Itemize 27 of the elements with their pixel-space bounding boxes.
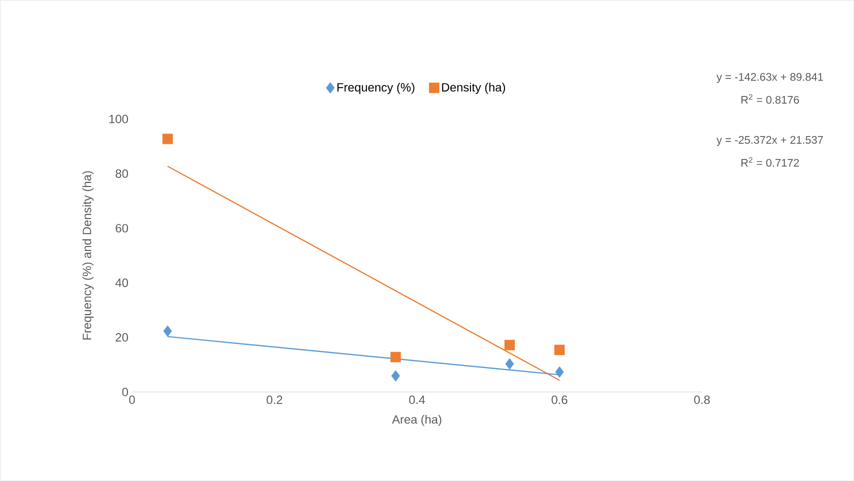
x-tick-label: 0.8 <box>694 396 710 404</box>
legend-label: Frequency (%) <box>337 82 414 94</box>
point <box>505 358 514 370</box>
y-tick-label: 100 <box>109 114 128 124</box>
text: R$^{2}$ = 0.8176 <box>741 94 799 104</box>
text: y = -142.63x + 89.841 <box>716 73 823 83</box>
y-tick-label: 60 <box>116 224 128 232</box>
point <box>163 325 172 337</box>
point <box>554 344 565 356</box>
point <box>555 366 564 378</box>
y-axis-title: Frequency (%) and Density (ha) <box>82 171 94 340</box>
x-axis-title: Area (ha) <box>392 414 442 426</box>
y-tick-label: 20 <box>116 333 128 342</box>
text: R$^{2}$ = 0.7172 <box>741 157 799 167</box>
point <box>390 352 401 362</box>
legend-label: Density (ha) <box>442 82 506 94</box>
point <box>162 134 173 144</box>
point <box>504 340 515 350</box>
point <box>391 370 400 382</box>
text: y = -25.372x + 21.537 <box>716 136 823 146</box>
y-tick-label: 80 <box>116 169 128 178</box>
y-tick-label: 0 <box>122 388 128 396</box>
x-tick-label: 0.4 <box>409 396 425 404</box>
x-tick-label: 0 <box>129 396 135 404</box>
x-tick-label: 0.6 <box>552 396 568 404</box>
y-tick-label: 40 <box>115 278 128 288</box>
x-tick-label: 0.2 <box>266 396 282 404</box>
